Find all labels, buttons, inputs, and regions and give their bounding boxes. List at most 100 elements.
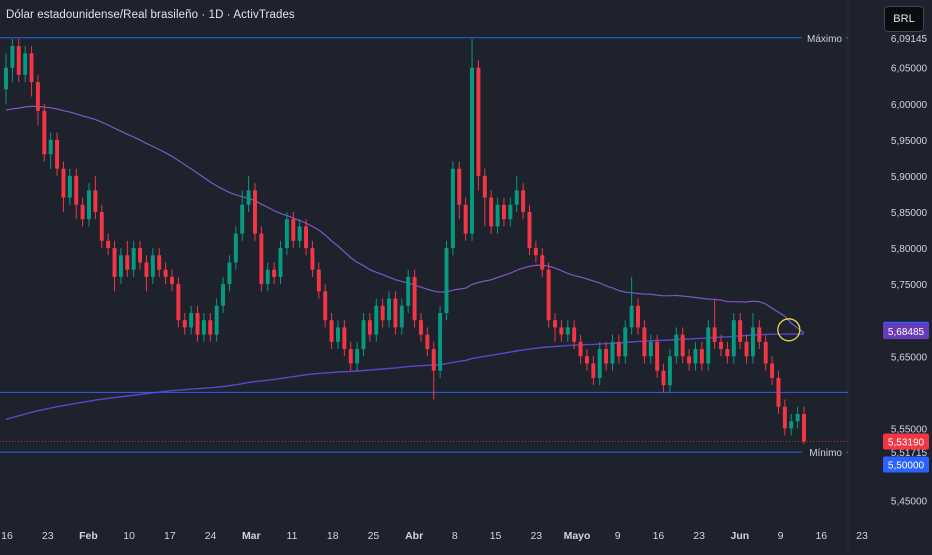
candle-down[interactable] <box>367 320 372 335</box>
candle-down[interactable] <box>80 204 85 220</box>
candle-up[interactable] <box>731 320 736 357</box>
candle-up[interactable] <box>335 327 340 342</box>
candle-up[interactable] <box>610 341 615 364</box>
candle-down[interactable] <box>380 305 385 321</box>
candle-down[interactable] <box>144 262 149 277</box>
candle-down[interactable] <box>16 46 21 75</box>
candle-down[interactable] <box>636 305 640 328</box>
candle-down[interactable] <box>744 341 749 357</box>
candle-up[interactable] <box>508 204 513 220</box>
candle-up[interactable] <box>706 327 711 364</box>
candle-down[interactable] <box>591 363 596 378</box>
candle-up[interactable] <box>48 139 53 155</box>
candle-down[interactable] <box>252 190 257 234</box>
candle-up[interactable] <box>240 204 245 234</box>
candle-up[interactable] <box>450 168 455 249</box>
candle-down[interactable] <box>719 341 723 350</box>
candle-down[interactable] <box>208 320 213 335</box>
candle-down[interactable] <box>323 291 328 321</box>
annotation-circle[interactable] <box>777 318 801 342</box>
candle-down[interactable] <box>35 82 40 111</box>
candle-down[interactable] <box>272 269 277 277</box>
candle-down[interactable] <box>418 320 423 335</box>
candle-down[interactable] <box>578 341 583 357</box>
candle-up[interactable] <box>246 190 251 205</box>
candle-up[interactable] <box>201 320 206 335</box>
currency-button[interactable]: BRL <box>884 6 924 32</box>
candle-up[interactable] <box>444 248 449 313</box>
candle-up[interactable] <box>233 233 238 263</box>
candle-up[interactable] <box>387 298 392 321</box>
candle-up[interactable] <box>10 46 15 68</box>
candle-down[interactable] <box>93 190 98 212</box>
candle-up[interactable] <box>227 262 232 285</box>
candle-up[interactable] <box>355 349 360 364</box>
candle-down[interactable] <box>655 341 660 371</box>
candle-down[interactable] <box>99 211 104 241</box>
candle-down[interactable] <box>291 219 296 241</box>
candle-down[interactable] <box>616 341 621 357</box>
candle-up[interactable] <box>399 305 404 328</box>
candle-down[interactable] <box>125 255 130 270</box>
candle-up[interactable] <box>565 327 570 335</box>
candle-up[interactable] <box>406 276 411 306</box>
candle-down[interactable] <box>55 139 60 169</box>
candle-down[interactable] <box>763 341 768 364</box>
candle-down[interactable] <box>521 190 526 212</box>
candle-down[interactable] <box>29 53 34 83</box>
candle-down[interactable] <box>170 276 174 285</box>
candle-down[interactable] <box>782 406 787 429</box>
candle-down[interactable] <box>642 327 647 357</box>
candle-down[interactable] <box>802 413 806 442</box>
candle-up[interactable] <box>374 305 379 335</box>
candle-up[interactable] <box>297 226 302 241</box>
candle-down[interactable] <box>712 327 717 342</box>
candle-up[interactable] <box>23 53 28 75</box>
candle-down[interactable] <box>604 349 609 364</box>
candle-up[interactable] <box>693 349 698 364</box>
candle-down[interactable] <box>738 320 743 342</box>
candle-up[interactable] <box>750 327 755 357</box>
candle-down[interactable] <box>489 197 494 227</box>
candle-down[interactable] <box>259 233 264 285</box>
candle-down[interactable] <box>61 168 66 198</box>
candle-down[interactable] <box>540 255 545 270</box>
candle-down[interactable] <box>680 334 685 357</box>
candle-down[interactable] <box>329 320 334 342</box>
candle-down[interactable] <box>393 298 398 328</box>
candle-down[interactable] <box>182 320 187 328</box>
candle-down[interactable] <box>699 349 704 364</box>
candle-down[interactable] <box>527 211 532 249</box>
candle-down[interactable] <box>412 276 417 321</box>
candle-down[interactable] <box>687 356 692 364</box>
candle-down[interactable] <box>572 327 577 342</box>
candle-up[interactable] <box>87 190 91 220</box>
candle-up[interactable] <box>470 67 475 234</box>
candle-down[interactable] <box>195 312 200 335</box>
candle-up[interactable] <box>667 356 672 386</box>
candle-up[interactable] <box>118 255 123 277</box>
candle-down[interactable] <box>316 269 321 292</box>
candle-down[interactable] <box>476 67 481 176</box>
candle-up[interactable] <box>495 204 500 227</box>
candle-down[interactable] <box>770 363 775 378</box>
candle-down[interactable] <box>310 248 315 270</box>
candle-up[interactable] <box>795 413 800 422</box>
candle-down[interactable] <box>553 320 558 328</box>
candle-up[interactable] <box>789 421 794 429</box>
candle-down[interactable] <box>559 327 564 335</box>
candle-down[interactable] <box>106 240 111 249</box>
candle-up[interactable] <box>278 248 283 277</box>
candle-up[interactable] <box>438 312 443 371</box>
candle-down[interactable] <box>348 349 353 364</box>
candle-up[interactable] <box>623 327 628 357</box>
candle-up[interactable] <box>67 175 72 198</box>
candle-down[interactable] <box>776 377 781 407</box>
candle-down[interactable] <box>457 168 462 205</box>
candle-down[interactable] <box>533 248 538 256</box>
candle-up[interactable] <box>265 269 270 285</box>
candle-up[interactable] <box>674 334 679 357</box>
candle-up[interactable] <box>648 341 653 357</box>
